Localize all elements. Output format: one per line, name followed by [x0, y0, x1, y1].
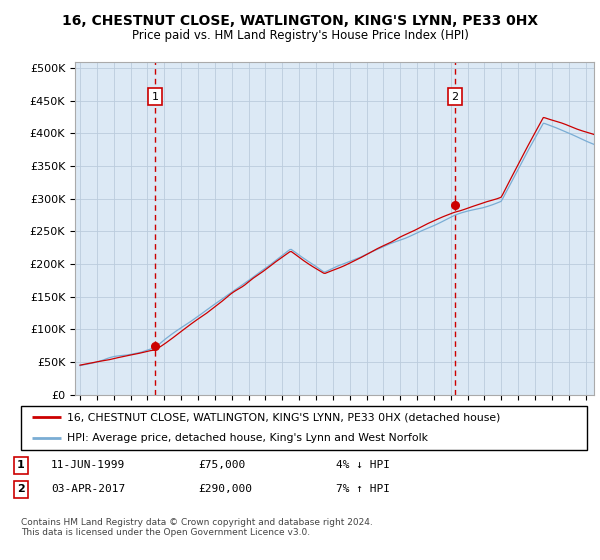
Text: £75,000: £75,000 — [198, 460, 245, 470]
Text: £290,000: £290,000 — [198, 484, 252, 494]
Text: 1: 1 — [17, 460, 25, 470]
Text: 7% ↑ HPI: 7% ↑ HPI — [336, 484, 390, 494]
Text: 16, CHESTNUT CLOSE, WATLINGTON, KING'S LYNN, PE33 0HX (detached house): 16, CHESTNUT CLOSE, WATLINGTON, KING'S L… — [67, 412, 500, 422]
FancyBboxPatch shape — [21, 406, 587, 450]
Text: 11-JUN-1999: 11-JUN-1999 — [51, 460, 125, 470]
Text: 1: 1 — [151, 92, 158, 101]
Text: 4% ↓ HPI: 4% ↓ HPI — [336, 460, 390, 470]
Text: HPI: Average price, detached house, King's Lynn and West Norfolk: HPI: Average price, detached house, King… — [67, 433, 428, 444]
Text: 2: 2 — [17, 484, 25, 494]
Text: Contains HM Land Registry data © Crown copyright and database right 2024.
This d: Contains HM Land Registry data © Crown c… — [21, 518, 373, 538]
Text: Price paid vs. HM Land Registry's House Price Index (HPI): Price paid vs. HM Land Registry's House … — [131, 29, 469, 42]
Text: 16, CHESTNUT CLOSE, WATLINGTON, KING'S LYNN, PE33 0HX: 16, CHESTNUT CLOSE, WATLINGTON, KING'S L… — [62, 14, 538, 28]
Text: 2: 2 — [451, 92, 458, 101]
Text: 03-APR-2017: 03-APR-2017 — [51, 484, 125, 494]
